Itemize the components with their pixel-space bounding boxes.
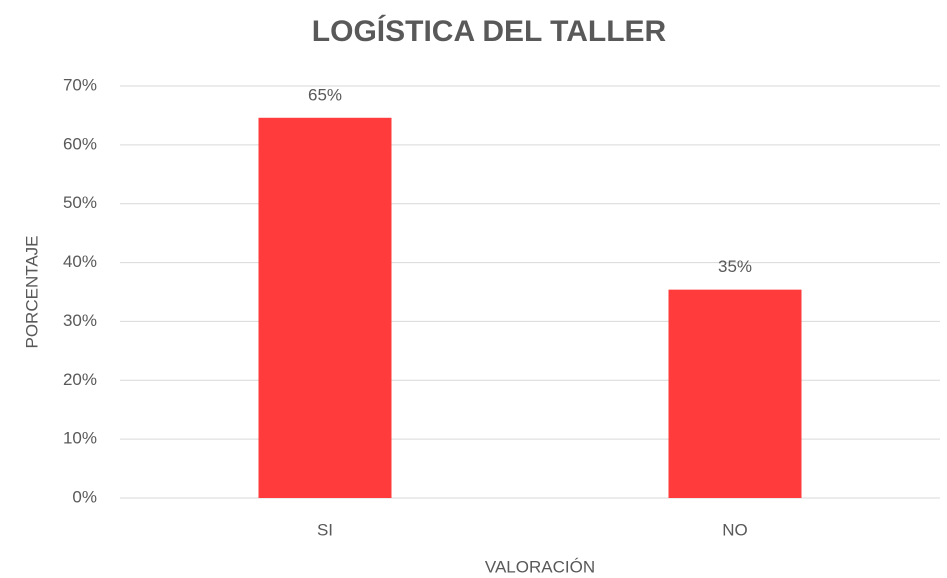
chart-title: LOGÍSTICA DEL TALLER bbox=[312, 14, 667, 48]
y-tick-label: 20% bbox=[63, 370, 97, 389]
y-tick-label: 70% bbox=[63, 75, 97, 94]
bar bbox=[258, 117, 392, 498]
y-axis-label: PORCENTAJE bbox=[22, 235, 41, 348]
data-label: 35% bbox=[718, 257, 752, 276]
y-tick-label: 30% bbox=[63, 311, 97, 330]
y-tick-label: 10% bbox=[63, 429, 97, 448]
y-tick-label: 60% bbox=[63, 134, 97, 153]
x-tick-label: SI bbox=[317, 520, 333, 539]
y-tick-label: 40% bbox=[63, 252, 97, 271]
x-axis-label: VALORACIÓN bbox=[485, 557, 595, 576]
data-label: 65% bbox=[308, 85, 342, 104]
bar bbox=[668, 289, 802, 498]
y-tick-label: 50% bbox=[63, 193, 97, 212]
x-tick-label: NO bbox=[722, 520, 748, 539]
y-tick-label: 0% bbox=[72, 487, 97, 506]
